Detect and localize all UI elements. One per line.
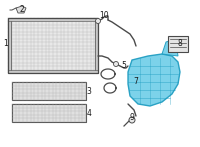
Polygon shape xyxy=(162,40,178,56)
Bar xyxy=(12,104,86,122)
Text: 7: 7 xyxy=(134,77,138,86)
Circle shape xyxy=(129,117,135,123)
Circle shape xyxy=(114,61,118,66)
Polygon shape xyxy=(16,6,26,13)
Text: 1: 1 xyxy=(4,40,8,49)
Bar xyxy=(8,18,98,21)
Text: 10: 10 xyxy=(99,11,109,20)
Bar xyxy=(8,18,11,73)
Circle shape xyxy=(96,19,101,24)
Bar xyxy=(12,104,86,122)
Text: 5: 5 xyxy=(122,61,126,70)
Bar xyxy=(8,18,98,73)
Text: 4: 4 xyxy=(87,108,91,117)
Polygon shape xyxy=(128,54,180,106)
Text: 9: 9 xyxy=(130,113,134,122)
Bar xyxy=(8,18,98,73)
Text: 3: 3 xyxy=(87,86,91,96)
Bar xyxy=(168,36,188,52)
Bar xyxy=(12,82,86,100)
Text: 8: 8 xyxy=(178,40,182,49)
Text: 2: 2 xyxy=(20,5,24,15)
Bar xyxy=(8,70,98,73)
Bar xyxy=(95,18,98,73)
Bar xyxy=(12,82,86,100)
